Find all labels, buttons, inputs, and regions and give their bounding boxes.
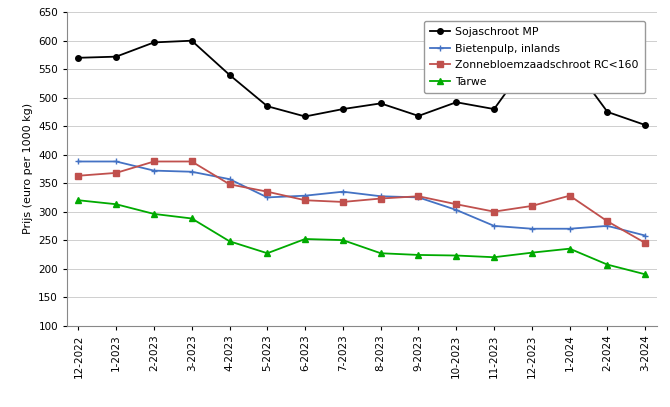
Tarwe <box>604 262 612 267</box>
Sojaschroot MP <box>112 54 120 59</box>
Zonnebloemzaadschroot RC<160 <box>452 202 460 207</box>
Tarwe <box>112 202 120 207</box>
Sojaschroot MP <box>339 107 347 112</box>
Zonnebloemzaadschroot RC<160 <box>188 159 196 164</box>
Legend: Sojaschroot MP, Bietenpulp, inlands, Zonnebloemzaadschroot RC<160, Tarwe: Sojaschroot MP, Bietenpulp, inlands, Zon… <box>424 21 645 93</box>
Bietenpulp, inlands <box>415 195 423 200</box>
Zonnebloemzaadschroot RC<160 <box>528 204 536 208</box>
Zonnebloemzaadschroot RC<160 <box>301 198 309 203</box>
Bietenpulp, inlands <box>452 208 460 212</box>
Bietenpulp, inlands <box>339 189 347 194</box>
Bietenpulp, inlands <box>150 168 158 173</box>
Bietenpulp, inlands <box>377 194 385 199</box>
Y-axis label: Prijs (euro per 1000 kg): Prijs (euro per 1000 kg) <box>23 103 33 234</box>
Bietenpulp, inlands <box>641 233 649 238</box>
Sojaschroot MP <box>188 38 196 43</box>
Sojaschroot MP <box>604 109 612 114</box>
Line: Bietenpulp, inlands: Bietenpulp, inlands <box>75 158 649 239</box>
Zonnebloemzaadschroot RC<160 <box>150 159 158 164</box>
Sojaschroot MP <box>74 55 82 60</box>
Line: Sojaschroot MP: Sojaschroot MP <box>76 38 648 128</box>
Sojaschroot MP <box>150 40 158 45</box>
Bietenpulp, inlands <box>226 177 234 182</box>
Zonnebloemzaadschroot RC<160 <box>112 171 120 175</box>
Sojaschroot MP <box>528 54 536 59</box>
Tarwe <box>415 252 423 257</box>
Zonnebloemzaadschroot RC<160 <box>263 189 271 194</box>
Zonnebloemzaadschroot RC<160 <box>74 173 82 178</box>
Tarwe <box>339 238 347 243</box>
Tarwe <box>452 253 460 258</box>
Zonnebloemzaadschroot RC<160 <box>604 219 612 224</box>
Sojaschroot MP <box>301 114 309 119</box>
Tarwe <box>528 250 536 255</box>
Line: Tarwe: Tarwe <box>76 197 648 277</box>
Tarwe <box>490 255 498 260</box>
Sojaschroot MP <box>226 72 234 77</box>
Bietenpulp, inlands <box>188 169 196 174</box>
Tarwe <box>188 216 196 221</box>
Zonnebloemzaadschroot RC<160 <box>641 241 649 245</box>
Line: Zonnebloemzaadschroot RC<160: Zonnebloemzaadschroot RC<160 <box>76 159 648 246</box>
Zonnebloemzaadschroot RC<160 <box>565 193 574 198</box>
Sojaschroot MP <box>641 123 649 127</box>
Bietenpulp, inlands <box>74 159 82 164</box>
Sojaschroot MP <box>452 100 460 105</box>
Tarwe <box>301 236 309 241</box>
Bietenpulp, inlands <box>490 223 498 228</box>
Sojaschroot MP <box>490 107 498 112</box>
Bietenpulp, inlands <box>565 226 574 231</box>
Sojaschroot MP <box>415 114 423 118</box>
Tarwe <box>150 212 158 217</box>
Sojaschroot MP <box>377 101 385 106</box>
Zonnebloemzaadschroot RC<160 <box>226 182 234 187</box>
Bietenpulp, inlands <box>112 159 120 164</box>
Tarwe <box>226 239 234 244</box>
Tarwe <box>565 246 574 251</box>
Bietenpulp, inlands <box>301 193 309 198</box>
Bietenpulp, inlands <box>263 195 271 200</box>
Sojaschroot MP <box>263 104 271 109</box>
Zonnebloemzaadschroot RC<160 <box>415 194 423 199</box>
Tarwe <box>641 272 649 277</box>
Tarwe <box>74 198 82 203</box>
Zonnebloemzaadschroot RC<160 <box>490 209 498 214</box>
Tarwe <box>263 251 271 256</box>
Bietenpulp, inlands <box>528 226 536 231</box>
Tarwe <box>377 251 385 256</box>
Zonnebloemzaadschroot RC<160 <box>339 199 347 204</box>
Sojaschroot MP <box>565 58 574 63</box>
Bietenpulp, inlands <box>604 223 612 228</box>
Zonnebloemzaadschroot RC<160 <box>377 196 385 201</box>
